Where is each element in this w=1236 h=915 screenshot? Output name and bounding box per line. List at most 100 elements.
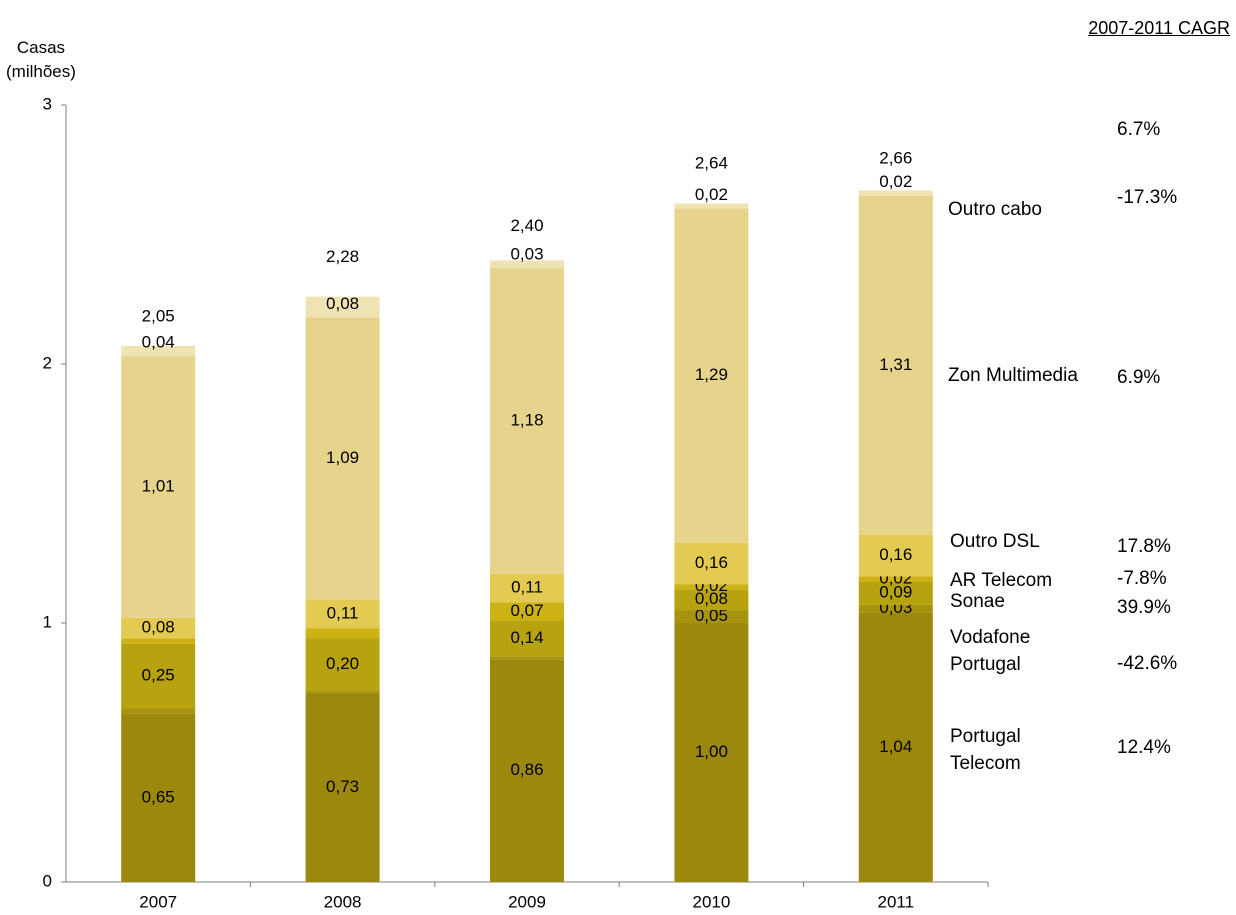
bar-segment [674,589,749,611]
total-label: 2,05 [142,307,175,326]
bar-segment [305,690,380,693]
data-label: 1,00 [695,742,728,761]
cagr-sonae: 39.9% [1117,597,1171,618]
bar-segment [858,534,933,577]
bar-segment [121,643,196,709]
legend-ar-telecom: AR Telecom [950,570,1053,591]
bar-segment [121,356,196,618]
data-label: 0,08 [326,294,359,313]
cagr-portugal-telecom: 12.4% [1117,737,1171,758]
y-axis-label: Casas (milhões) [6,36,76,84]
data-label: 1,04 [879,737,912,756]
legend-zon-multimedia: Zon Multimedia [948,365,1078,386]
total-label: 2,28 [326,247,359,266]
data-label: 0,08 [695,589,728,608]
data-label: 0,04 [142,333,175,352]
bar-segment [121,713,196,882]
legend-vodafone-portugal: Vodafone Portugal [950,626,1030,676]
y-axis-label-line-2: (milhões) [6,62,76,81]
bar-segment [858,195,933,535]
bar-segment [490,620,564,657]
bar-segment [858,190,933,196]
data-label: 0,07 [510,601,543,620]
bar-segment [858,604,933,613]
bar-segment [490,260,564,269]
data-label: 0,16 [695,553,728,572]
cagr-outro-dsl: 17.8% [1117,536,1171,557]
x-tick-label: 2010 [692,892,730,911]
data-label: 1,18 [510,410,543,429]
data-label: 0,11 [327,603,359,622]
legend-portugal-telecom-line-2: Telecom [950,753,1021,774]
bar-segment [305,296,380,318]
data-label: 0,02 [879,172,912,191]
bar-segment [858,576,933,582]
cagr-vodafone-portugal: -42.6% [1117,653,1178,674]
x-tick-label: 2008 [324,892,362,911]
bar-segment [674,584,749,590]
data-label: 0,16 [879,545,912,564]
x-tick-label: 2009 [508,892,546,911]
bar-segment [490,656,564,660]
bar-segment [305,638,380,691]
legend-portugal-telecom: Portugal Telecom [950,725,1021,775]
legend-outro-dsl: Outro DSL [950,531,1040,552]
x-tick-label: 2011 [878,892,915,911]
y-tick-label: 0 [43,871,52,890]
bar-segment [121,708,196,714]
total-label: 2,40 [510,216,543,235]
bar-segment [674,208,749,543]
bar-segment [674,610,749,623]
bar-segment [490,659,564,882]
bar-segment [858,612,933,882]
legend-sonae: Sonae [950,591,1005,612]
bar-segment [305,599,380,629]
data-label: 0,20 [326,654,359,673]
y-tick-label: 3 [43,94,52,113]
cagr-outro-cabo: -17.3% [1117,187,1178,208]
legend-outro-cabo: Outro cabo [948,199,1042,220]
y-axis-label-line-1: Casas [16,38,66,57]
bar-segment [674,542,749,585]
bar-segment [305,628,380,639]
data-label: 1,01 [142,477,175,496]
legend-vodafone-line-1: Vodafone [950,627,1031,648]
data-label: 0,25 [142,666,175,685]
cagr-title: 2007-2011 CAGR [1088,18,1230,38]
total-label: 2,64 [695,154,728,173]
bar-segment [490,268,564,574]
data-label: 1,29 [695,365,728,384]
y-tick-label: 2 [43,353,52,372]
bar-segment [674,623,749,882]
cagr-ar-telecom: -7.8% [1117,568,1167,589]
data-label: 0,02 [695,185,728,204]
bar-segment [858,581,933,605]
data-label: 0,03 [510,245,543,264]
data-label: 0,09 [879,583,912,602]
total-label: 2,66 [879,149,912,168]
legend-portugal-telecom-line-1: Portugal [950,726,1021,747]
bar-segment [121,345,196,357]
bar-segment [490,573,564,603]
data-label: 0,11 [511,578,543,597]
x-tick-label: 2007 [139,892,177,911]
bar-segment [490,602,564,621]
bar-segment [121,638,196,644]
bar-segment [305,692,380,882]
cagr-zon-multimedia: 6.9% [1117,367,1161,388]
data-label: 1,31 [879,355,912,374]
data-label: 0,65 [142,787,175,806]
data-label: 0,73 [326,777,359,796]
data-label: 1,09 [326,448,359,467]
bar-segment [121,617,196,639]
y-tick-label: 1 [43,612,52,631]
legend-vodafone-line-2: Portugal [950,654,1021,675]
data-label: 0,86 [510,760,543,779]
data-label: 0,08 [142,618,175,637]
bar-segment [674,203,749,209]
bar-segment [305,317,380,600]
data-label: 0,14 [510,628,543,647]
cagr-total: 6.7% [1117,119,1161,140]
data-label: 0,05 [695,606,728,625]
